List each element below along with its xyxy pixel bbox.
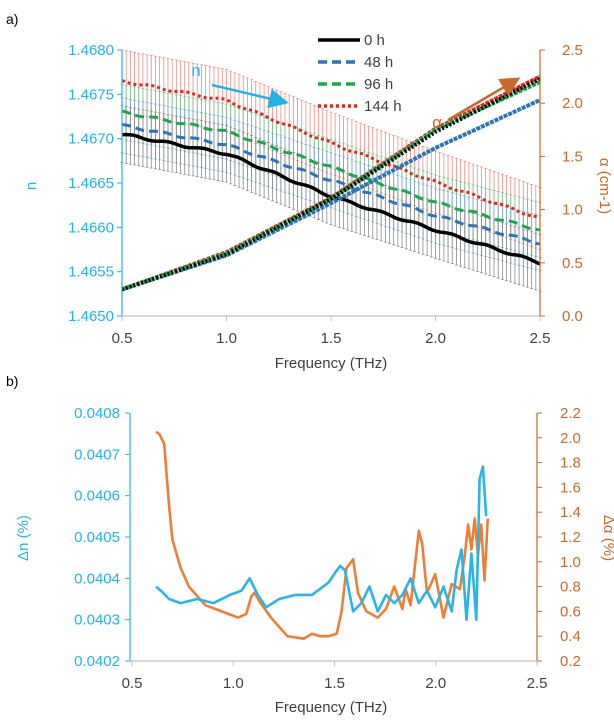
y-left-tick-label: 0.0408 bbox=[74, 405, 120, 422]
x-tick-label: 1.5 bbox=[324, 675, 345, 692]
y-left-tick-label: 0.0407 bbox=[74, 446, 120, 463]
y-left-tick-label: 1.4665 bbox=[68, 175, 114, 192]
panel-b-label: b) bbox=[6, 373, 18, 389]
x-tick-label: 2.5 bbox=[527, 675, 548, 692]
y-right-tick-label: 0.8 bbox=[560, 579, 581, 596]
panel-a-errorbars bbox=[120, 49, 542, 292]
legend-label: 96 h bbox=[364, 76, 393, 93]
y-right-tick-label: 1.0 bbox=[560, 554, 581, 571]
legend-label: 144 h bbox=[364, 98, 402, 115]
x-tick-label: 1.5 bbox=[321, 330, 342, 347]
y-right-tick-label: 1.8 bbox=[560, 455, 581, 472]
panel-a-legend: 0 h 48 h 96 h 144 h bbox=[318, 32, 402, 115]
y-right-axis-title: Δα (%) bbox=[600, 515, 614, 561]
y-right-tick-label: 2.0 bbox=[560, 430, 581, 447]
y-right-tick-label: 2.2 bbox=[560, 405, 581, 422]
y-right-tick-label: 0.6 bbox=[560, 603, 581, 620]
y-left-tick-label: 1.4650 bbox=[68, 308, 114, 325]
y-left-tick-label: 1.4660 bbox=[68, 219, 114, 236]
y-right-tick-label: 0.5 bbox=[562, 255, 583, 272]
x-tick-label: 1.0 bbox=[216, 330, 237, 347]
panel-a-label: a) bbox=[6, 11, 18, 27]
panel-a-annotations: nα bbox=[191, 61, 521, 132]
n-line-48h bbox=[121, 123, 541, 246]
y-left-axis-title: Δn (%) bbox=[15, 515, 32, 561]
panel-b-lines bbox=[155, 430, 490, 640]
y-left-tick-label: 1.4675 bbox=[68, 86, 114, 103]
y-left-tick-label: 0.0404 bbox=[74, 570, 120, 587]
n-line-96h bbox=[121, 109, 541, 232]
y-right-tick-label: 1.0 bbox=[562, 202, 583, 219]
y-left-tick-label: 1.4670 bbox=[68, 131, 114, 148]
y-right-tick-label: 0.0 bbox=[562, 308, 583, 325]
x-tick-label: 2.0 bbox=[425, 675, 446, 692]
alpha-arrow-label: α bbox=[432, 113, 442, 132]
panel-a-axes: 1.4650 1.4655 1.4660 1.4665 1.4670 1.4675 1.46… bbox=[23, 42, 613, 372]
legend-label: 0 h bbox=[364, 32, 385, 49]
y-left-tick-label: 0.0405 bbox=[74, 529, 120, 546]
x-tick-label: 2.5 bbox=[530, 330, 551, 347]
y-right-tick-label: 2.5 bbox=[562, 42, 583, 59]
x-tick-label: 1.0 bbox=[223, 675, 244, 692]
y-right-tick-label: 0.4 bbox=[560, 628, 581, 645]
y-left-tick-label: 0.0406 bbox=[74, 488, 120, 505]
y-right-tick-label: 0.2 bbox=[560, 653, 581, 670]
y-right-tick-label: 1.6 bbox=[560, 479, 581, 496]
y-right-tick-label: 1.5 bbox=[562, 148, 583, 165]
panel-a-alpha-lines bbox=[121, 74, 541, 292]
delta-n-line bbox=[155, 465, 488, 621]
legend-label: 48 h bbox=[364, 54, 393, 71]
y-left-tick-label: 1.4655 bbox=[68, 264, 114, 281]
y-left-axis-title: n bbox=[23, 182, 40, 190]
y-left-tick-label: 1.4680 bbox=[68, 42, 114, 59]
x-tick-label: 0.5 bbox=[122, 675, 143, 692]
y-left-tick-label: 0.0403 bbox=[74, 612, 120, 629]
alpha-line-0h bbox=[121, 76, 541, 292]
x-axis-title: Frequency (THz) bbox=[275, 699, 388, 716]
x-tick-label: 0.5 bbox=[112, 330, 133, 347]
n-arrow bbox=[211, 83, 289, 109]
y-right-tick-label: 2.0 bbox=[562, 95, 583, 112]
n-arrow-label: n bbox=[191, 61, 200, 80]
panel-b-axes: 0.0402 0.0403 0.0404 0.0405 0.0406 0.0407 0.04… bbox=[15, 405, 614, 716]
y-left-tick-label: 0.0402 bbox=[74, 653, 120, 670]
x-axis-title: Frequency (THz) bbox=[275, 355, 388, 372]
x-tick-label: 2.0 bbox=[425, 330, 446, 347]
y-right-tick-label: 1.2 bbox=[560, 529, 581, 546]
alpha-arrow bbox=[447, 77, 521, 122]
y-right-axis-title: α (cm-1) bbox=[596, 158, 613, 214]
delta-alpha-line bbox=[155, 430, 490, 640]
y-right-tick-label: 1.4 bbox=[560, 504, 581, 521]
